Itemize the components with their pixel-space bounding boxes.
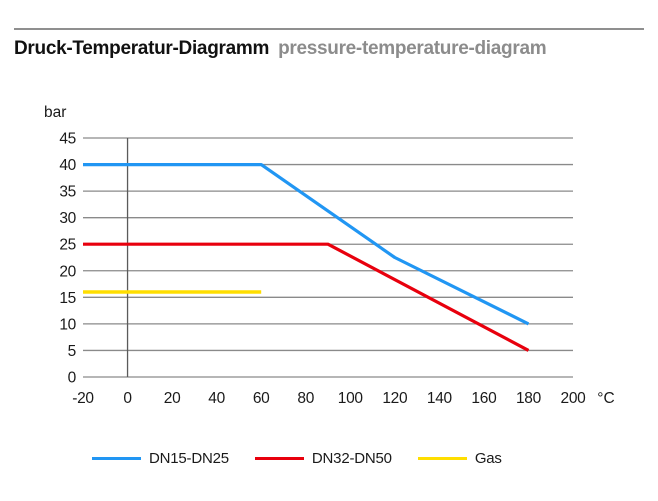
- y-tick-label-15: 15: [59, 290, 76, 307]
- legend-item-dn32-dn50: DN32-DN50: [254, 450, 392, 467]
- x-tick-label-200: 200: [561, 390, 587, 407]
- legend-line-swatch: [92, 457, 141, 460]
- x-tick-label-160: 160: [471, 390, 497, 407]
- legend-label: Gas: [474, 450, 502, 467]
- title-english: pressure-temperature-diagram: [278, 38, 547, 59]
- legend-label: DN15-DN25: [149, 450, 229, 467]
- y-tick-label-10: 10: [59, 316, 76, 333]
- legend-line-swatch: [254, 457, 304, 460]
- header-rule: [14, 28, 644, 30]
- y-tick-label-40: 40: [59, 157, 76, 174]
- x-tick-label-60: 60: [253, 390, 270, 407]
- pressure-temperature-chart: 0 5 10 15 20 25 30 35 40 45 bar -20 0 20 40 60 80 100 120 1…: [44, 104, 615, 407]
- legend-item-dn15-dn25: DN15-DN25: [92, 450, 229, 467]
- y-tick-label-35: 35: [59, 184, 76, 201]
- x-tick-label-40: 40: [208, 390, 225, 407]
- x-tick-label-180: 180: [516, 390, 542, 407]
- page-title: Druck-Temperatur-Diagramm pressure-temper…: [14, 38, 547, 60]
- y-tick-label-25: 25: [59, 237, 76, 254]
- x-tick-label-20: 20: [164, 390, 181, 407]
- y-axis-unit-label: bar: [44, 104, 66, 121]
- x-tick-label--20: -20: [72, 390, 94, 407]
- legend-label: DN32-DN50: [311, 450, 392, 467]
- y-tick-label-30: 30: [59, 210, 76, 227]
- series-line-dn15-dn25: [83, 163, 530, 326]
- title-german: Druck-Temperatur-Diagramm: [14, 38, 270, 59]
- x-tick-label-80: 80: [297, 390, 314, 407]
- x-tick-label-100: 100: [338, 390, 364, 407]
- x-tick-label-120: 120: [382, 390, 408, 407]
- y-tick-label-5: 5: [68, 343, 76, 360]
- chart-legend: DN15-DN25 DN32-DN50 Gas: [92, 450, 502, 467]
- y-tick-label-45: 45: [59, 131, 76, 148]
- x-axis-unit-label: °C: [597, 390, 614, 407]
- y-tick-label-20: 20: [59, 263, 76, 280]
- y-tick-label-0: 0: [68, 370, 77, 387]
- legend-item-gas: Gas: [417, 450, 502, 467]
- series-line-dn32-dn50: [83, 242, 530, 352]
- x-tick-label-0: 0: [123, 390, 132, 407]
- legend-line-swatch: [417, 457, 467, 460]
- x-tick-label-140: 140: [427, 390, 453, 407]
